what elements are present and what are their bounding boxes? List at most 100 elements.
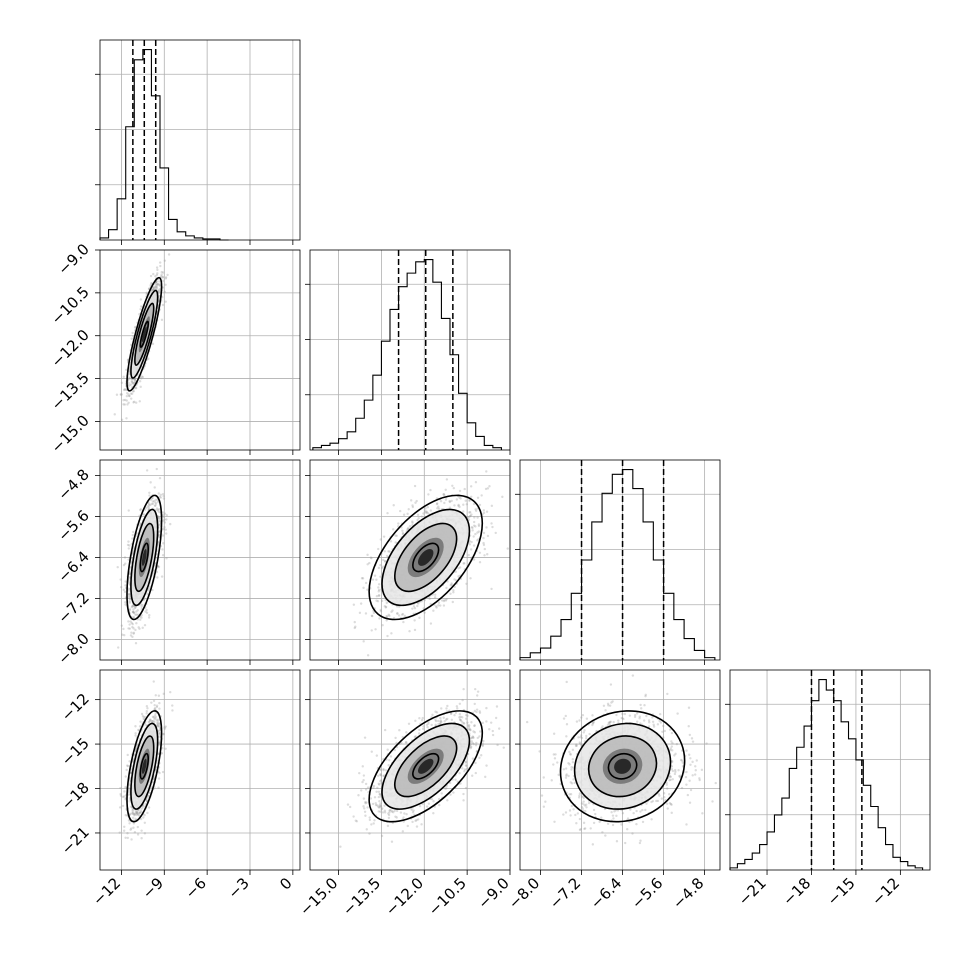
sample-point [127,376,131,379]
sample-point [474,525,477,528]
sample-point [119,794,123,797]
sample-point [155,287,158,290]
sample-point [477,530,481,533]
sample-point [126,753,129,757]
sample-point [148,494,151,497]
sample-point [162,497,166,500]
sample-point [443,501,446,505]
sample-point [156,282,159,286]
sample-point [161,548,164,551]
sample-point [154,504,157,507]
sample-point [379,563,382,567]
sample-point [134,606,137,609]
sample-point [125,368,128,372]
sample-point [149,503,152,507]
sample-point [165,514,168,517]
sample-point [385,615,388,618]
sample-point [162,542,165,545]
sample-point [137,813,140,816]
sample-point [476,516,479,519]
sample-point [158,280,161,283]
sample-point [472,558,476,561]
contour-0 [126,494,163,621]
sample-point [140,603,143,606]
sample-point [425,511,428,514]
sample-point [455,498,459,501]
sample-point [486,534,490,538]
sample-point [129,383,133,386]
sample-point [122,403,125,406]
sample-point [452,486,456,490]
sample-point [391,528,395,531]
sample-point [161,553,165,557]
sample-point [157,288,161,291]
grid [100,40,300,240]
sample-point [164,283,167,286]
sample-point [362,640,365,643]
sample-point [155,273,159,277]
sample-point [132,631,136,634]
sample-point [483,554,486,557]
sample-point [135,610,138,613]
sample-point [155,704,159,707]
sample-point [128,582,131,585]
sample-point [132,610,135,614]
sample-point [127,627,130,630]
sample-point [142,816,145,819]
sample-point [413,628,417,632]
sample-point [469,548,473,551]
sample-point [476,539,479,542]
sample-point [127,547,130,550]
sample-point [437,507,441,510]
sample-point [164,277,168,280]
sample-point [448,500,452,504]
sample-point [129,392,133,395]
sample-point [420,515,423,518]
sample-point [379,538,382,541]
sample-point [471,526,474,530]
sample-point [157,777,161,780]
sample-point [131,604,135,608]
sample-point [163,521,167,524]
sample-point [377,586,380,589]
sample-point [145,506,148,510]
sample-point [361,577,365,580]
sample-point [150,288,154,291]
sample-point [444,488,447,491]
sample-point [131,381,134,384]
sample-point [162,519,165,523]
sample-point [146,796,149,799]
y-tick-label: −5.6 [54,507,92,545]
sample-point [472,544,476,547]
sample-point [480,494,483,497]
sample-point [381,565,385,568]
sample-point [411,520,414,523]
sample-point [127,509,130,512]
sample-point [143,623,147,627]
sample-point [384,605,388,609]
sample-point [127,377,130,380]
sample-point [482,531,486,535]
sample-point [150,497,154,500]
sample-point [119,578,122,581]
sample-point [459,497,462,500]
sample-point [391,609,394,612]
sample-point [123,590,127,594]
sample-point [375,594,379,598]
sample-point [134,811,138,814]
sample-point [490,504,494,508]
sample-point [449,592,452,595]
sample-point [119,792,122,796]
sample-point [436,507,439,510]
sample-point [130,337,133,340]
sample-point [358,611,362,615]
sample-point [468,511,471,514]
sample-point [154,281,158,284]
panel-2-1 [305,459,511,665]
sample-point [473,516,476,519]
sample-point [128,608,132,611]
sample-point [153,287,156,290]
sample-point [138,627,141,630]
sample-point [437,505,440,508]
sample-point [458,505,461,509]
